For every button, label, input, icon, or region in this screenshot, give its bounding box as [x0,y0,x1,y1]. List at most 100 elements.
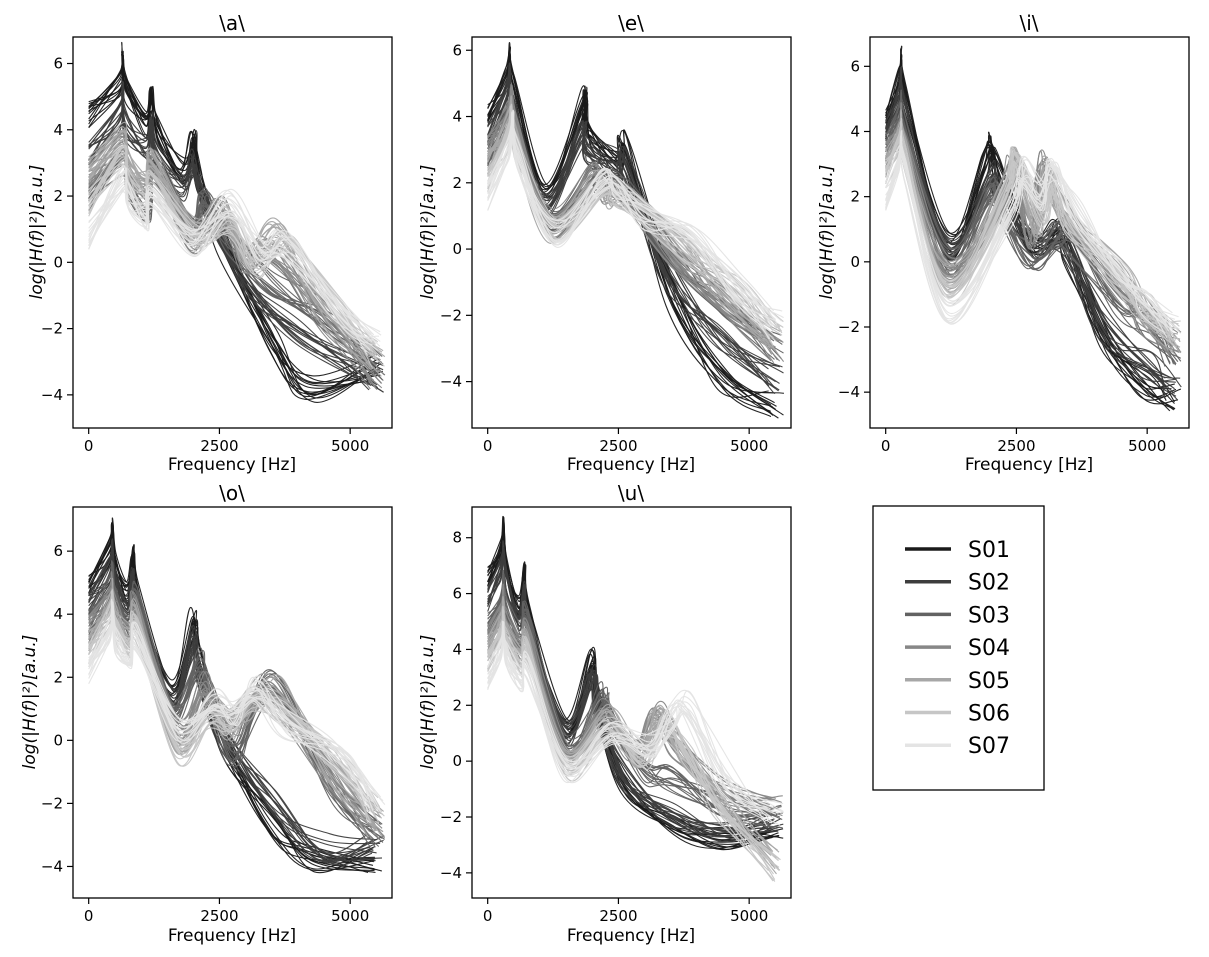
series-line-s01 [487,52,773,408]
series-line-s02 [487,62,780,384]
x-axis-label: Frequency [Hz] [567,455,695,475]
y-tick-label: −4 [440,864,462,882]
series-s06 [487,103,784,346]
x-tick-label: 0 [483,437,493,455]
x-tick-label: 2500 [200,907,238,925]
series-line-s07 [487,111,771,328]
legend-label-s04: S04 [968,636,1010,661]
y-tick-label: −2 [440,306,462,324]
y-axis-label-text: log(|H(f)|²)[a.u.] [20,635,40,770]
series-line-s02 [487,75,769,383]
y-axis-label: log(|H(f)|²)[a.u.] [27,165,47,300]
series-line-s07 [88,185,381,347]
y-axis-label: log(|H(f)|²)[a.u.] [817,165,837,300]
series-line-s03 [487,569,781,818]
y-axis-label-text: log(|H(f)|²)[a.u.] [418,165,438,300]
subplot-title: \e\ [618,11,644,35]
series-line-s01 [487,59,779,419]
y-tick-label: 4 [452,108,462,126]
legend-label-s05: S05 [968,669,1010,694]
x-tick-label: 2500 [599,907,637,925]
subplot-e: \e\ log(|H(f)|²)[a.u.] Frequency [Hz] 0 2… [418,11,792,475]
legend-label-s02: S02 [968,571,1010,596]
series-line-s02 [487,75,776,383]
y-axis-label-text: log(|H(f)|²)[a.u.] [817,165,837,300]
series-line-s01 [487,66,772,412]
series-lines [487,516,784,882]
y-axis-label: log(|H(f)|²)[a.u.] [418,165,438,300]
subplot-u: \u\ log(|H(f)|²)[a.u.] Frequency [Hz] 0 2… [418,481,792,946]
subplot-o: \o\ log(|H(f)|²)[a.u.] Frequency [Hz] 0 2… [20,481,393,946]
axes-frame [72,36,393,429]
series-line-s01 [487,48,774,416]
series-line-s07 [88,188,371,351]
x-tick-label: 5000 [730,907,768,925]
series-line-s07 [88,180,372,335]
axes-frame [471,506,792,899]
series-line-s05 [487,108,776,351]
x-tick-label: 5000 [1128,437,1166,455]
series-line-s07 [885,146,1182,334]
series-line-s03 [88,560,377,829]
series-line-s02 [487,546,782,843]
series-lines [487,42,785,419]
y-tick-label: 0 [452,752,462,770]
series-s04 [487,83,785,364]
legend: S01 S02 S03 S04 S05 S06 S07 [872,505,1045,791]
series-line-s07 [88,598,376,792]
subplot-title: \u\ [618,481,644,505]
series-line-s06 [487,605,774,882]
series-line-s03 [88,565,376,848]
y-tick-label: 4 [53,121,63,139]
series-line-s05 [487,95,771,337]
series-line-s01 [487,67,773,415]
y-tick-label: −2 [440,808,462,826]
series-line-s01 [88,65,375,395]
series-lines [88,517,386,874]
x-tick-label: 0 [84,437,94,455]
y-tick-label: −4 [440,373,462,391]
x-axis-label: Frequency [Hz] [567,926,695,946]
subplot-title: \o\ [219,481,245,505]
subplot-title: \i\ [1019,11,1038,35]
y-tick-label: −2 [838,318,860,336]
series-line-s01 [487,42,772,406]
x-tick-label: 2500 [599,437,637,455]
y-tick-label: 8 [452,529,462,547]
y-tick-label: 6 [850,57,860,75]
series-line-s02 [487,71,769,386]
series-line-s06 [487,107,783,336]
y-tick-label: 0 [53,253,63,271]
series-s02 [487,62,784,394]
y-axis-label: log(|H(f)|²)[a.u.] [418,635,438,770]
series-line-s01 [487,65,772,418]
y-tick-label: 2 [850,188,860,206]
x-tick-label: 2500 [200,437,238,455]
x-tick-label: 0 [84,907,94,925]
legend-label-s03: S03 [968,603,1010,628]
series-line-s02 [487,78,769,370]
y-tick-label: 2 [53,187,63,205]
y-tick-label: 4 [850,122,860,140]
axes-frame [471,36,792,429]
subplot-title: \a\ [219,11,245,35]
y-tick-label: 0 [850,253,860,271]
x-tick-label: 0 [881,437,891,455]
x-tick-label: 5000 [730,437,768,455]
x-tick-label: 2500 [997,437,1035,455]
x-tick-label: 5000 [331,437,369,455]
series-line-s02 [88,95,372,386]
series-line-s02 [487,547,773,826]
y-tick-label: 6 [452,41,462,59]
y-tick-label: 0 [452,240,462,258]
series-line-s07 [487,630,781,826]
series-s07 [487,620,784,827]
y-tick-label: 6 [53,542,63,560]
y-tick-label: 6 [53,55,63,73]
y-tick-label: 6 [452,585,462,603]
series-s07 [487,109,784,340]
x-tick-label: 0 [483,907,493,925]
y-tick-label: −2 [41,320,63,338]
series-line-s06 [88,590,377,812]
y-tick-label: 4 [53,605,63,623]
